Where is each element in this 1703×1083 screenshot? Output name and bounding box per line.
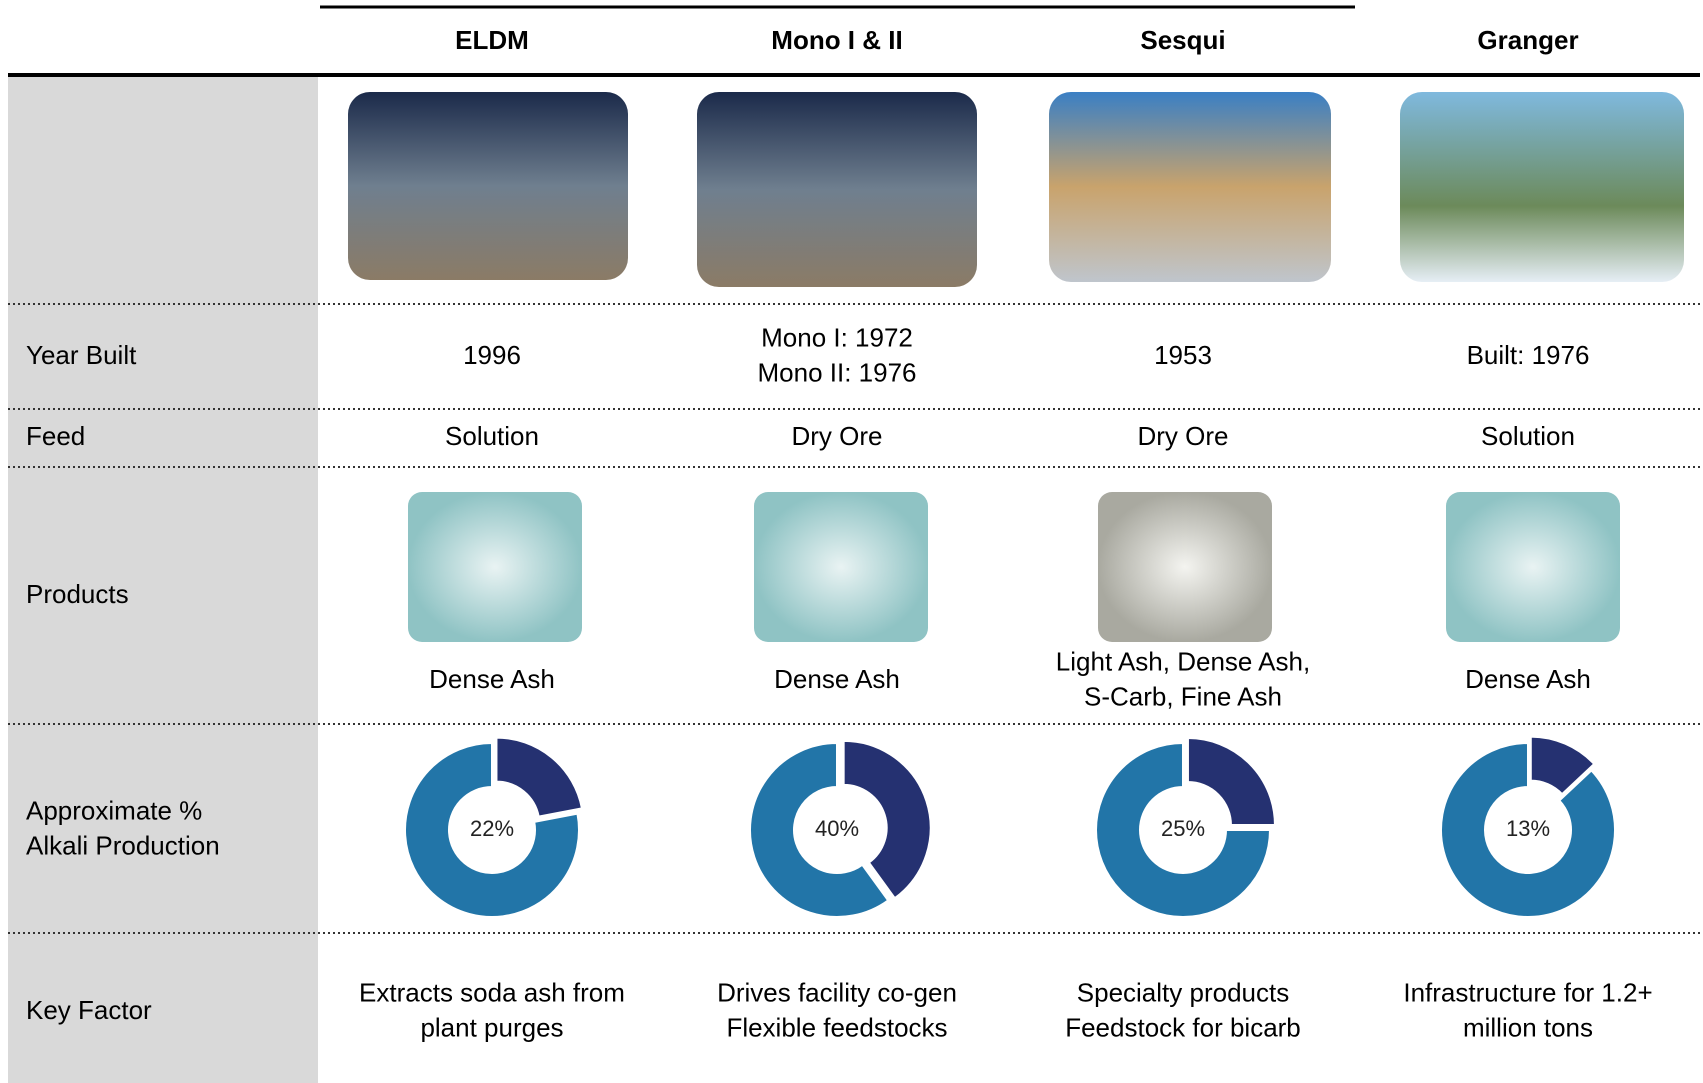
- donut-rest: [749, 741, 890, 918]
- row-label: Key Factor: [26, 995, 152, 1025]
- column-header: Mono I & II: [771, 25, 902, 55]
- plant-photo: [1400, 92, 1684, 282]
- cell-text: 1953: [1154, 340, 1212, 370]
- donut-label: 25%: [1161, 816, 1205, 841]
- cell-text: Extracts soda ash from: [359, 977, 625, 1007]
- cell-text: Dense Ash: [1465, 664, 1591, 694]
- product-photo: [408, 492, 582, 642]
- cell-text: Dry Ore: [792, 421, 883, 451]
- donut-rest: [404, 741, 580, 918]
- row-label: Approximate %: [26, 795, 202, 825]
- column-header: Sesqui: [1140, 25, 1225, 55]
- donut-share: [1186, 737, 1276, 827]
- row-label: Feed: [26, 421, 85, 451]
- cell-text: Mono II: 1976: [758, 357, 917, 387]
- cell-text: Light Ash, Dense Ash,: [1056, 646, 1310, 676]
- row-label: Alkali Production: [26, 830, 220, 860]
- cell-text: Specialty products: [1077, 977, 1289, 1007]
- donut-label: 13%: [1506, 816, 1550, 841]
- cell-text: Dense Ash: [429, 664, 555, 694]
- donut-rest: [1440, 741, 1616, 918]
- column-header: ELDM: [455, 25, 529, 55]
- cell-text: plant purges: [420, 1012, 563, 1042]
- donut-share: [1529, 735, 1596, 796]
- product-photo: [1446, 492, 1620, 642]
- row-label: Year Built: [26, 340, 137, 370]
- product-photo: [754, 492, 928, 642]
- cell-text: Mono I: 1972: [761, 322, 913, 352]
- cell-text: Solution: [445, 421, 539, 451]
- donut-label: 22%: [470, 816, 514, 841]
- product-photo: [1098, 492, 1272, 642]
- cell-text: Drives facility co-gen: [717, 977, 957, 1007]
- column-header: Granger: [1477, 25, 1578, 55]
- cell-text: 1996: [463, 340, 521, 370]
- row-label: Products: [26, 579, 129, 609]
- label-column: [8, 76, 318, 1083]
- plant-photo: [697, 92, 977, 287]
- cell-text: S-Carb, Fine Ash: [1084, 681, 1282, 711]
- cell-text: Built: 1976: [1467, 340, 1590, 370]
- donut-label: 40%: [815, 816, 859, 841]
- cell-text: Solution: [1481, 421, 1575, 451]
- cell-text: Dense Ash: [774, 664, 900, 694]
- donut-share: [495, 736, 584, 818]
- cell-text: Infrastructure for 1.2+: [1403, 977, 1652, 1007]
- cell-text: million tons: [1463, 1012, 1593, 1042]
- cell-text: Flexible feedstocks: [726, 1012, 947, 1042]
- plant-photo: [348, 92, 628, 280]
- cell-text: Dry Ore: [1138, 421, 1229, 451]
- plant-photo: [1049, 92, 1331, 282]
- donut-rest: [1095, 741, 1272, 918]
- cell-text: Feedstock for bicarb: [1065, 1012, 1301, 1042]
- donut-share: [842, 739, 932, 900]
